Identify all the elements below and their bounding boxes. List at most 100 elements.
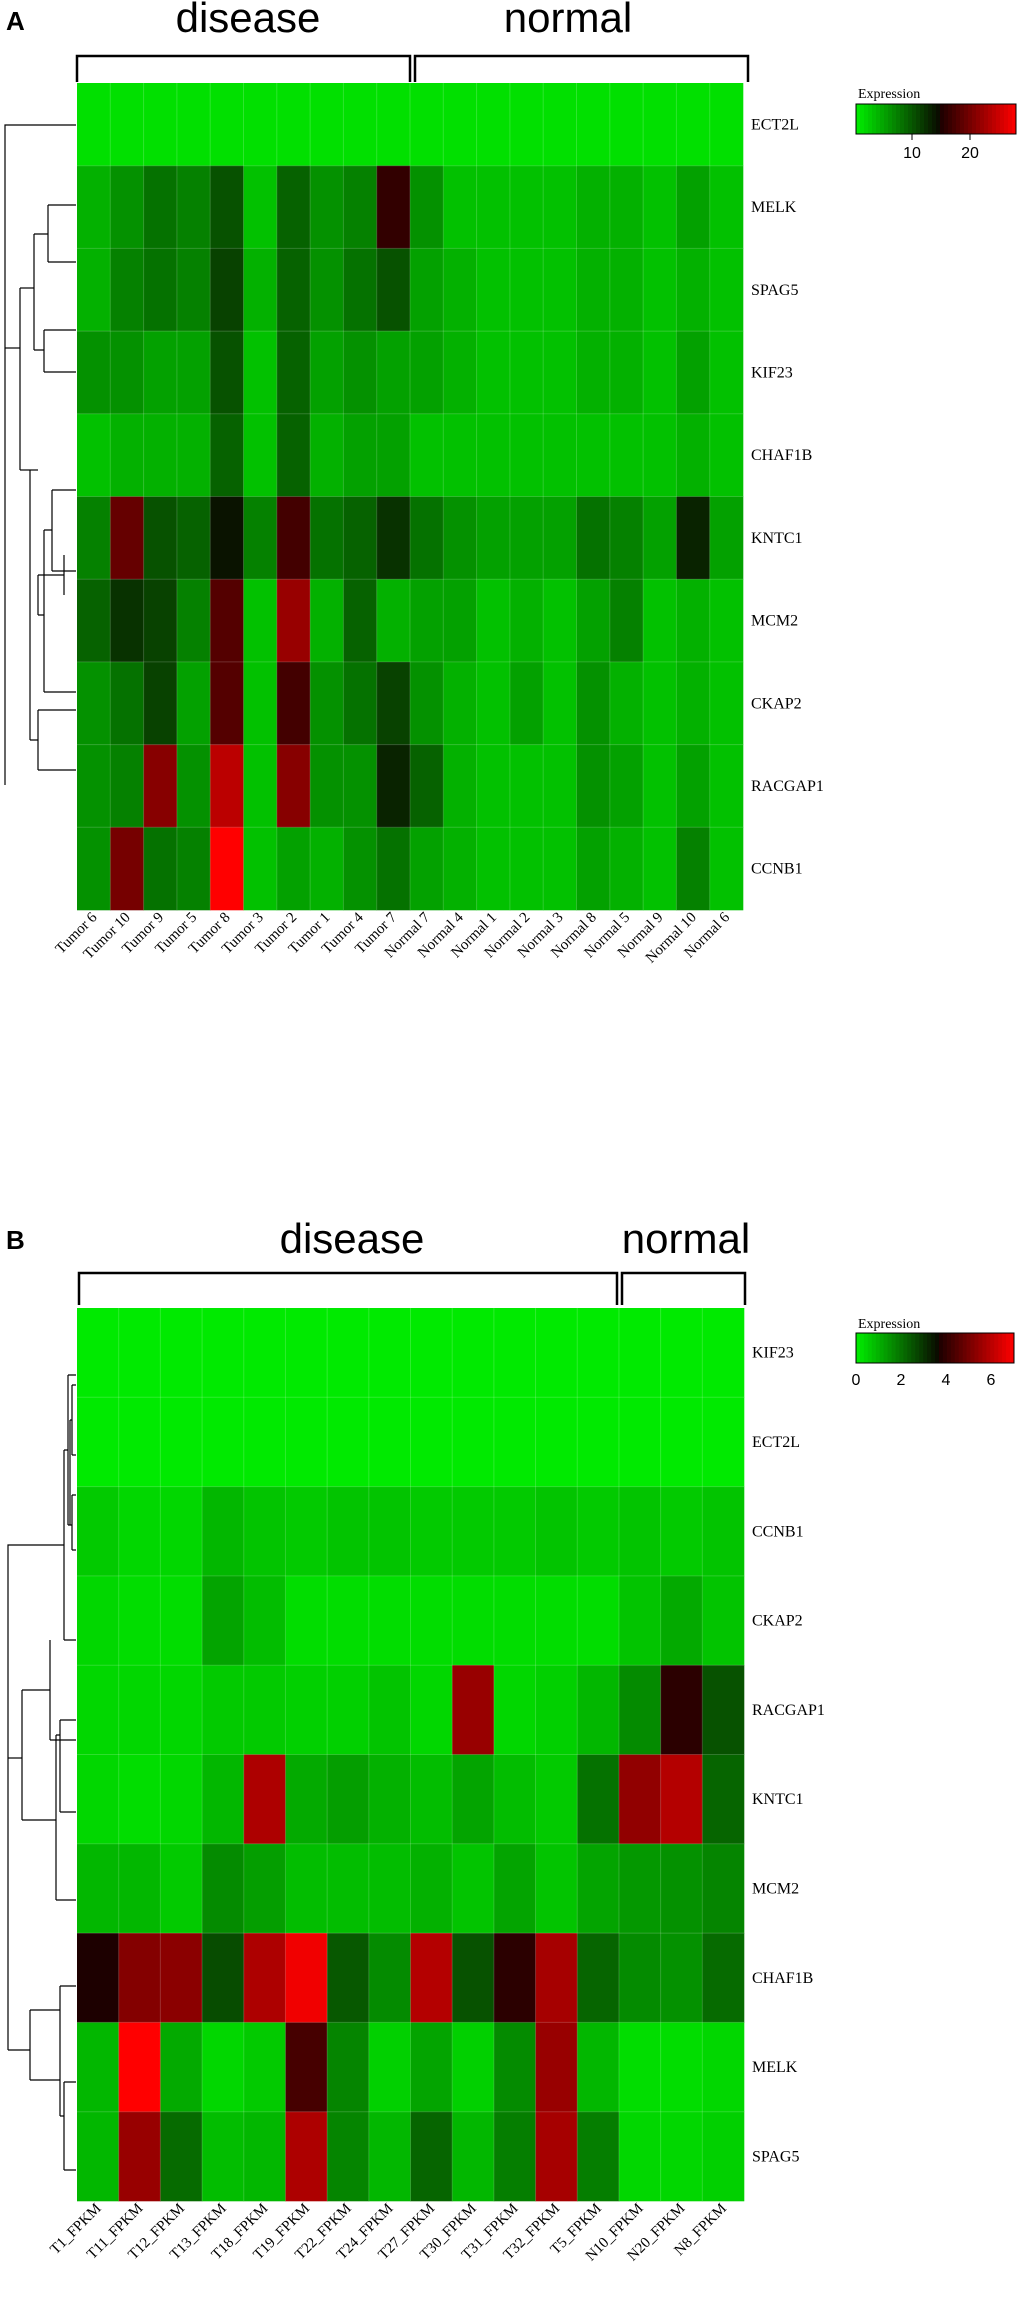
cell-kntc1-normal-4: [443, 496, 477, 580]
cell-chaf1b-t12_fpkm: [160, 1933, 203, 2023]
cell-ect2l-normal-9: [643, 83, 677, 166]
cell-ect2l-tumor-7: [376, 83, 411, 166]
cell-chaf1b-t18_fpkm: [243, 1933, 286, 2023]
legend-swatch: [887, 1333, 892, 1363]
cell-ect2l-t30_fpkm: [452, 1397, 495, 1487]
cell-mcm2-t30_fpkm: [452, 1843, 495, 1934]
cell-ect2l-t18_fpkm: [243, 1397, 286, 1487]
cell-melk-n20_fpkm: [660, 2022, 703, 2112]
cell-spag5-t30_fpkm: [452, 2111, 495, 2202]
cell-ckap2-t22_fpkm: [327, 1575, 370, 1666]
row-label-racgap1: RACGAP1: [751, 778, 824, 795]
cell-mcm2-t24_fpkm: [368, 1843, 411, 1934]
cell-ckap2-normal-2: [509, 661, 544, 745]
cell-racgap1-normal-10: [676, 744, 710, 828]
legend-swatch: [931, 1333, 936, 1363]
cell-mcm2-t12_fpkm: [160, 1843, 203, 1934]
cell-chaf1b-tumor-6: [77, 413, 111, 497]
cell-melk-t5_fpkm: [577, 2022, 620, 2112]
cell-racgap1-normal-1: [476, 744, 511, 828]
cell-melk-n8_fpkm: [702, 2022, 745, 2112]
panel-a-legend-tick-20: 20: [961, 145, 979, 162]
cell-chaf1b-t13_fpkm: [202, 1933, 245, 2023]
cell-ect2l-t31_fpkm: [493, 1397, 536, 1487]
cell-ccnb1-t32_fpkm: [535, 1486, 578, 1577]
cell-melk-tumor-2: [276, 165, 311, 249]
row-label-kntc1: KNTC1: [751, 530, 803, 547]
row-label-spag5: SPAG5: [751, 282, 798, 299]
row-label-chaf1b: CHAF1B: [751, 447, 812, 464]
legend-swatch: [935, 1333, 940, 1363]
legend-swatch: [888, 104, 893, 134]
cell-kif23-t32_fpkm: [535, 1308, 578, 1398]
cell-ckap2-tumor-2: [276, 661, 311, 745]
cell-spag5-t22_fpkm: [327, 2111, 370, 2202]
panel-a-legend: Expression 10 20: [855, 87, 1017, 162]
cell-melk-normal-8: [576, 165, 611, 249]
row-label-kntc1: KNTC1: [752, 1791, 804, 1808]
legend-swatch: [932, 104, 937, 134]
cell-ect2l-normal-1: [476, 83, 511, 166]
cell-kif23-normal-8: [576, 331, 611, 415]
cell-melk-normal-5: [609, 165, 644, 249]
legend-swatch: [976, 104, 981, 134]
cell-spag5-t31_fpkm: [493, 2111, 536, 2202]
legend-swatch: [946, 1333, 952, 1363]
cell-racgap1-normal-3: [543, 744, 577, 828]
panel-b-heatmap: [77, 1308, 745, 2202]
cell-kif23-n10_fpkm: [618, 1308, 661, 1398]
cell-kntc1-t30_fpkm: [452, 1754, 495, 1845]
cell-kif23-t22_fpkm: [327, 1308, 370, 1398]
cell-mcm2-t5_fpkm: [577, 1843, 620, 1934]
legend-swatch: [927, 1333, 932, 1363]
cell-kntc1-tumor-2: [276, 496, 311, 580]
cell-racgap1-normal-2: [509, 744, 544, 828]
panel-a-row-labels: ECT2L MELK SPAG5 KIF23 CHAF1B KNTC1 MCM2 CKAP2 R…: [751, 116, 824, 877]
cell-chaf1b-t19_fpkm: [285, 1933, 328, 2023]
cell-ect2l-n20_fpkm: [660, 1397, 703, 1487]
cell-spag5-t5_fpkm: [577, 2111, 620, 2202]
cell-ckap2-t19_fpkm: [285, 1575, 328, 1666]
cell-kif23-tumor-5: [176, 331, 211, 415]
legend-swatch: [868, 104, 873, 134]
cell-ccnb1-normal-4: [443, 827, 477, 911]
cell-racgap1-t1_fpkm: [77, 1665, 119, 1755]
legend-swatch: [1012, 104, 1017, 134]
legend-swatch: [966, 1333, 971, 1363]
cell-ccnb1-n8_fpkm: [702, 1486, 745, 1577]
legend-swatch: [879, 1333, 885, 1363]
legend-swatch: [856, 1333, 861, 1363]
cell-ccnb1-tumor-8: [210, 827, 244, 911]
cell-ckap2-t5_fpkm: [577, 1575, 620, 1666]
row-label-ccnb1: CCNB1: [752, 1523, 804, 1540]
cell-chaf1b-normal-8: [576, 413, 611, 497]
legend-swatch: [904, 104, 909, 134]
cell-ckap2-normal-9: [643, 661, 677, 745]
panel-b-legend-tick-6: 6: [987, 1372, 996, 1389]
cell-kntc1-n8_fpkm: [702, 1754, 745, 1845]
cell-ccnb1-normal-1: [476, 827, 511, 911]
cell-racgap1-n8_fpkm: [702, 1665, 745, 1755]
cell-ect2l-tumor-6: [77, 83, 111, 166]
cell-ckap2-tumor-1: [310, 661, 344, 745]
cell-melk-t11_fpkm: [118, 2022, 161, 2112]
cell-mcm2-normal-10: [676, 579, 710, 663]
cell-kntc1-tumor-9: [143, 496, 178, 580]
cell-ccnb1-tumor-4: [343, 827, 377, 911]
cell-kntc1-t5_fpkm: [577, 1754, 620, 1845]
cell-mcm2-t18_fpkm: [243, 1843, 286, 1934]
cell-kif23-t11_fpkm: [118, 1308, 161, 1398]
panel-b-bracket-disease: [77, 1271, 619, 1305]
cell-ect2l-tumor-10: [110, 83, 144, 166]
cell-chaf1b-normal-1: [476, 413, 511, 497]
row-label-ect2l: ECT2L: [751, 116, 799, 133]
cell-chaf1b-t24_fpkm: [368, 1933, 411, 2023]
cell-racgap1-n10_fpkm: [618, 1665, 661, 1755]
cell-ckap2-normal-1: [476, 661, 511, 745]
cell-chaf1b-t27_fpkm: [410, 1933, 453, 2023]
cell-racgap1-tumor-9: [143, 744, 178, 828]
cell-ccnb1-t1_fpkm: [77, 1486, 119, 1577]
legend-swatch: [972, 104, 977, 134]
cell-kif23-tumor-10: [110, 331, 144, 415]
cell-ccnb1-normal-9: [643, 827, 677, 911]
